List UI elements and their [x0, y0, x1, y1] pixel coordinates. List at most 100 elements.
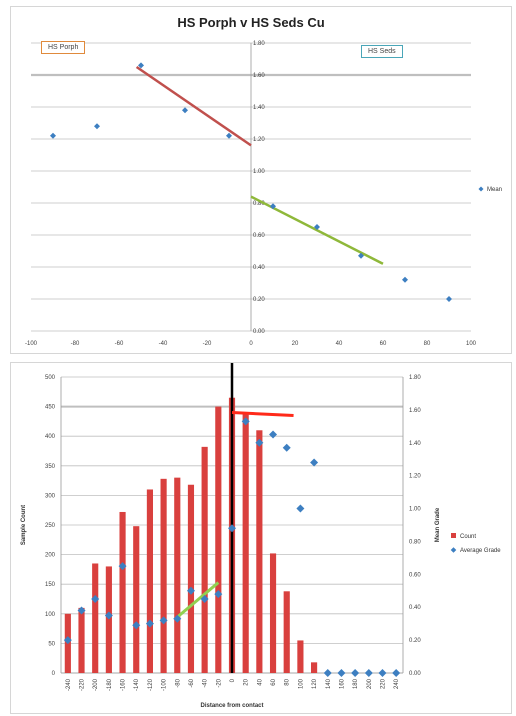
grade-point: [200, 595, 209, 603]
x-tick-label: -100: [25, 341, 38, 347]
x-tick-label: 40: [257, 678, 263, 685]
data-point: [138, 62, 144, 69]
x-tick-label: 100: [466, 341, 477, 347]
count-bar: [187, 484, 195, 673]
y-tick-label: 0.20: [253, 297, 265, 303]
bar-grade-chart-svg: 0501001502002503003504004505000.000.200.…: [21, 363, 501, 709]
y-right-tick-label: 0.40: [409, 605, 421, 611]
x-tick-label: 160: [339, 678, 345, 689]
y-right-tick-label: 0.00: [409, 671, 421, 677]
grade-point: [173, 614, 182, 623]
legend-count-marker: [451, 533, 456, 538]
legend-grade-label: Average Grade: [460, 548, 501, 554]
count-bar: [174, 477, 181, 673]
x-tick-label: 100: [298, 678, 304, 689]
grade-point: [282, 443, 291, 452]
x-tick-label: -200: [93, 678, 99, 691]
y-tick-label: 1.60: [253, 73, 265, 79]
count-bar: [160, 478, 167, 673]
x-tick-label: -120: [148, 678, 154, 691]
x-tick-label: 180: [353, 678, 359, 689]
annotation-hs-porph: HS Porph: [41, 41, 86, 54]
trendline-grade: [176, 581, 220, 619]
y-right-tick-label: 1.20: [409, 474, 421, 480]
count-bar: [242, 412, 249, 673]
y-left-tick-label: 450: [45, 405, 56, 411]
count-bar: [215, 406, 222, 673]
trendline-porph: [135, 65, 252, 147]
y-left-tick-label: 300: [45, 493, 56, 499]
grade-point: [337, 669, 346, 677]
grade-point: [351, 669, 360, 677]
grade-point: [91, 595, 100, 603]
x-tick-label: 80: [285, 678, 291, 685]
count-bar: [119, 511, 126, 673]
count-bar: [283, 591, 290, 673]
y-tick-label: 1.00: [253, 169, 265, 175]
legend-grade-marker: [450, 547, 457, 553]
x-tick-label: 60: [380, 341, 387, 347]
chart-top-panel: HS Porph v HS Seds Cu 0.00 0.20 0.40 0.60 0.8…: [10, 6, 512, 354]
y-left-axis-label: Sample Count: [21, 505, 27, 545]
data-point: [182, 107, 188, 114]
y-left-tick-label: 150: [45, 582, 56, 588]
grade-point: [186, 586, 195, 595]
x-tick-label: 0: [230, 678, 236, 682]
data-point: [358, 252, 364, 259]
x-tick-label: -220: [80, 678, 86, 691]
y-tick-label: 1.40: [253, 105, 265, 111]
y-right-tick-label: 0.20: [409, 638, 421, 644]
scatter-chart-svg: HS Porph v HS Seds Cu 0.00 0.20 0.40 0.60 0.8…: [25, 15, 502, 347]
y-right-tick-label: 1.80: [409, 375, 421, 381]
count-bar: [146, 489, 153, 673]
grade-point: [392, 669, 401, 677]
y-right-tick-label: 0.60: [409, 572, 421, 578]
count-bar: [105, 566, 112, 673]
grade-point: [323, 669, 332, 677]
y-right-axis-label: Mean Grade: [435, 507, 441, 542]
legend-count-label: Count: [460, 534, 476, 540]
trendline-count: [231, 411, 294, 417]
x-tick-label: 20: [244, 678, 250, 685]
grade-point: [310, 458, 319, 467]
grade-point: [269, 430, 278, 439]
data-point: [402, 276, 408, 283]
grade-point: [378, 669, 387, 677]
y-left-tick-label: 50: [48, 641, 55, 647]
y-tick-label: 0.40: [253, 265, 265, 271]
data-point: [314, 224, 320, 230]
count-bar: [78, 607, 85, 673]
x-tick-label: -20: [203, 341, 212, 347]
count-bar: [133, 526, 140, 673]
y-tick-label: 1.80: [253, 41, 265, 47]
x-tick-label: 40: [336, 341, 343, 347]
x-tick-label: 60: [271, 678, 277, 685]
chart-bottom-panel: 0 50 100 150 200 250 300 350 400 450 500 0.00 0.20 0.…: [10, 362, 512, 714]
grade-point: [104, 611, 113, 620]
count-bar: [92, 563, 99, 673]
x-tick-label: 0: [249, 341, 253, 347]
y-tick-label: 0.60: [253, 233, 265, 239]
y-tick-label: 1.20: [253, 137, 265, 143]
data-point: [226, 132, 232, 139]
x-tick-label: -80: [71, 341, 80, 347]
data-point: [50, 132, 56, 139]
x-axis-label: Distance from contact: [200, 703, 263, 709]
annotation-hs-seds: HS Seds: [361, 45, 403, 58]
x-tick-label: -40: [159, 341, 168, 347]
x-tick-label: -240: [66, 678, 72, 691]
grade-point: [77, 606, 86, 615]
y-left-tick-label: 100: [45, 612, 56, 618]
grade-point: [296, 504, 305, 513]
grade-point: [132, 621, 141, 630]
count-bar: [201, 446, 208, 673]
count-bar: [297, 640, 304, 673]
grade-point: [364, 669, 373, 677]
grade-point: [159, 616, 168, 625]
y-right-tick-label: 1.60: [409, 408, 421, 414]
y-left-tick-label: 400: [45, 434, 56, 440]
y-right-tick-label: 0.80: [409, 539, 421, 545]
legend-marker: [478, 186, 484, 192]
x-tick-label: -60: [189, 678, 195, 687]
y-left-tick-label: 0: [52, 671, 56, 677]
